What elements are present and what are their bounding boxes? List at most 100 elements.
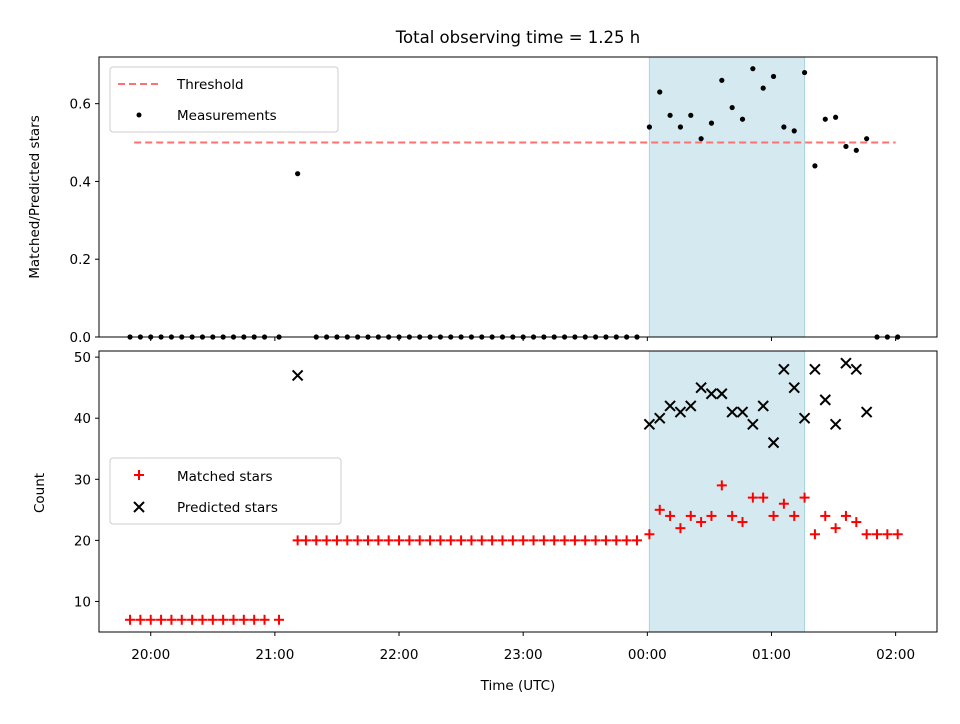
- top-y-tick-label: 0.4: [70, 174, 91, 190]
- matched-star-marker: [218, 614, 229, 625]
- measurement-point: [833, 114, 839, 120]
- matched-star-marker: [768, 510, 779, 521]
- legend-predicted-swatch: [133, 501, 145, 513]
- matched-star-marker: [238, 614, 249, 625]
- matched-star-marker: [425, 535, 436, 546]
- measurement-point: [760, 85, 766, 91]
- matched-star-marker: [716, 480, 727, 491]
- x-tick-label: 01:00: [752, 647, 791, 663]
- measurement-point: [677, 124, 684, 130]
- matched-star-marker: [507, 535, 518, 546]
- matched-star-marker: [331, 535, 342, 546]
- matched-star-marker: [300, 535, 311, 546]
- predicted-star-marker: [829, 418, 842, 431]
- predicted-star-marker: [695, 381, 707, 394]
- matched-star-marker: [778, 498, 789, 509]
- chart-title: Total observing time = 1.25 h: [395, 28, 640, 47]
- top-shaded-region: [648, 56, 806, 338]
- matched-star-marker: [187, 614, 198, 625]
- measurement-point: [853, 147, 859, 153]
- matched-star-marker: [621, 535, 632, 546]
- matched-star-marker: [274, 614, 285, 625]
- matched-star-marker: [321, 535, 332, 546]
- measurement-point: [864, 136, 870, 142]
- top-legend: Threshold Measurements: [109, 66, 339, 133]
- bottom-y-ticks: 10 20 30 40 50: [74, 350, 99, 610]
- matched-star-marker: [861, 529, 872, 540]
- matched-star-marker: [665, 510, 676, 521]
- matched-star-marker: [727, 510, 738, 521]
- matched-star-marker: [197, 614, 208, 625]
- matched-star-marker: [373, 535, 384, 546]
- predicted-star-marker: [716, 388, 728, 400]
- measurement-point: [719, 77, 725, 83]
- predicted-star-marker: [819, 394, 831, 406]
- legend-matched-swatch: [134, 470, 144, 480]
- x-tick-label: 02:00: [876, 647, 915, 663]
- measurement-point: [729, 104, 735, 111]
- measurement-point: [781, 124, 787, 130]
- matched-star-marker: [383, 535, 394, 546]
- bottom-axes-frame: [98, 350, 938, 633]
- legend-measurements-label: Measurements: [177, 108, 277, 124]
- matched-star-marker: [590, 535, 601, 546]
- measurement-point: [791, 128, 797, 134]
- measurement-point: [688, 112, 694, 118]
- matched-star-marker: [176, 614, 187, 625]
- matched-star-marker: [466, 535, 477, 546]
- top-panel: 0.0 0.2 0.4 0.6 Matched/Predicted stars Thr…: [27, 56, 938, 346]
- measurement-point: [843, 143, 849, 150]
- top-x-ticks: [150, 337, 897, 341]
- top-y-tick-label: 0.0: [70, 330, 91, 346]
- matched-star-marker: [706, 510, 717, 521]
- matched-star-marker: [445, 535, 456, 546]
- matched-star-marker: [737, 517, 748, 528]
- predicted-star-marker: [654, 412, 666, 424]
- x-axis-label: Time (UTC): [480, 678, 556, 694]
- predicted-star-marker: [291, 369, 304, 382]
- matched-star-marker: [456, 535, 467, 546]
- top-y-ticks: 0.0 0.2 0.4 0.6: [70, 97, 99, 346]
- predicted-star-marker: [788, 381, 800, 394]
- matched-star-marker: [528, 535, 539, 546]
- legend-matched-label: Matched stars: [177, 469, 273, 485]
- predicted-star-marker: [674, 406, 687, 418]
- matched-star-marker: [249, 614, 260, 625]
- measurement-point: [698, 136, 704, 142]
- matched-star-marker: [611, 535, 622, 546]
- matched-star-marker: [497, 535, 508, 546]
- bottom-y-axis-label: Count: [32, 473, 48, 513]
- matched-star-marker: [518, 535, 529, 546]
- top-y-tick-label: 0.2: [70, 252, 91, 268]
- matched-star-marker: [394, 535, 405, 546]
- bottom-y-tick-label: 30: [74, 472, 91, 488]
- matched-star-marker: [851, 517, 862, 528]
- matched-star-marker: [840, 510, 851, 521]
- top-axes-frame: [98, 56, 938, 338]
- legend-predicted-label: Predicted stars: [177, 500, 278, 516]
- predicted-star-marker: [643, 418, 656, 431]
- measurement-point: [657, 89, 663, 95]
- bottom-x-ticks: 20:00 21:00 22:00 23:00 00:00 01:00 02:00: [131, 632, 915, 663]
- predicted-star-marker: [664, 400, 676, 412]
- bottom-legend-box: [109, 457, 342, 525]
- matched-star-marker: [675, 523, 686, 534]
- matched-star-marker: [414, 535, 425, 546]
- matched-star-marker: [538, 535, 549, 546]
- measurement-point: [812, 163, 818, 169]
- matched-star-marker: [559, 535, 570, 546]
- matched-star-marker: [580, 535, 591, 546]
- x-tick-label: 00:00: [628, 647, 667, 663]
- matched-star-marker: [404, 535, 415, 546]
- bottom-panel: 10 20 30 40 50 20:00 21:00 22:00 23:00 00:00 01:0…: [32, 350, 938, 694]
- predicted-star-marker: [685, 400, 697, 412]
- matched-star-marker: [882, 529, 893, 540]
- matched-star-marker: [569, 535, 580, 546]
- predicted-star-marker: [798, 412, 811, 424]
- bottom-y-tick-label: 40: [74, 411, 91, 427]
- predicted-star-marker: [778, 363, 790, 376]
- matched-star-marker: [644, 529, 655, 540]
- matched-star-marker: [758, 492, 769, 503]
- matched-star-marker: [696, 517, 707, 528]
- top-y-axis-label: Matched/Predicted stars: [27, 115, 43, 278]
